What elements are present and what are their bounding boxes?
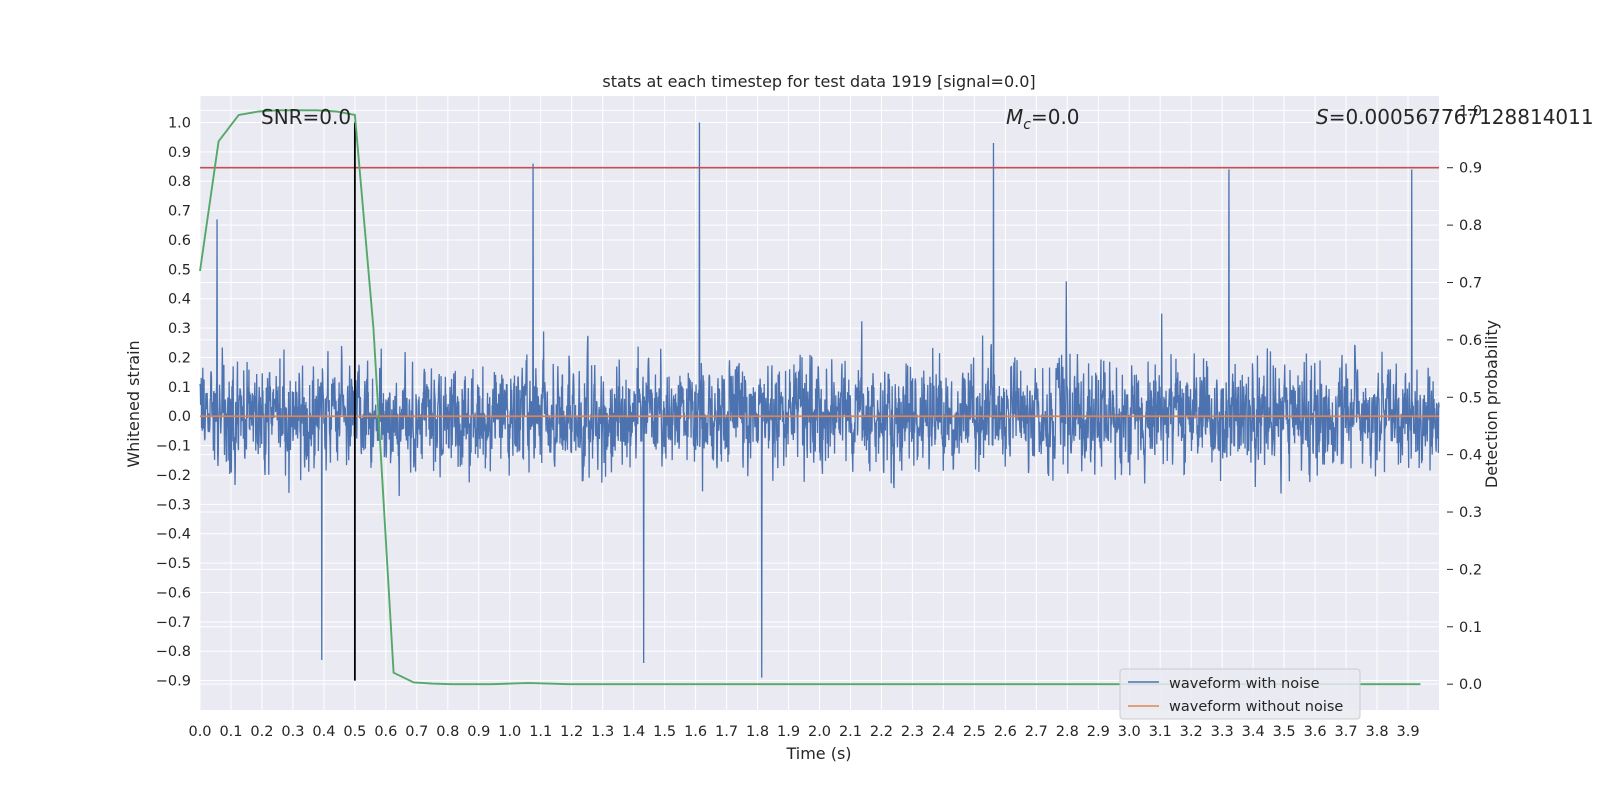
x-axis-label: Time (s): [785, 744, 851, 763]
y-tick-label: 0.7: [168, 204, 191, 220]
x-tick-label: 3.4: [1242, 724, 1265, 740]
y2-tick-label: 0.0: [1459, 677, 1482, 693]
y2-tick-label: 0.6: [1459, 333, 1482, 349]
chirp-mass-symbol: M: [1006, 105, 1023, 129]
x-tick-label: 1.6: [684, 724, 707, 740]
x-tick-label: 3.7: [1335, 724, 1358, 740]
y2-axis-ticks: 1.0 0.9 0.8 0.7 0.6 0.5 0.4 0.3 0.2 0.1 0.0: [1447, 103, 1482, 693]
x-tick-label: 3.1: [1149, 724, 1172, 740]
y-tick-label: −0.1: [156, 439, 191, 455]
x-tick-label: 2.9: [1087, 724, 1110, 740]
y2-axis-label: Detection probability: [1482, 320, 1501, 488]
s-statistic-symbol: S: [1316, 105, 1329, 129]
x-tick-label: 0.2: [250, 724, 273, 740]
y2-tick-label: 0.9: [1459, 161, 1482, 177]
x-tick-label: 2.3: [901, 724, 924, 740]
detection-probability-line: [199, 109, 1421, 686]
chirp-mass-value: =0.0: [1031, 105, 1080, 129]
y-grid-lines: [200, 121, 1439, 682]
legend-box: [1119, 668, 1361, 720]
legend: waveform with noise waveform without noi…: [1119, 668, 1361, 720]
x-tick-label: 1.4: [622, 724, 645, 740]
x-tick-label: 0.5: [343, 724, 366, 740]
x-tick-label: 3.2: [1180, 724, 1203, 740]
y2-tick-label: 0.4: [1459, 448, 1482, 464]
x-tick-label: 0.0: [188, 724, 211, 740]
x-tick-label: 1.8: [746, 724, 769, 740]
y-tick-label: 0.9: [168, 145, 191, 161]
x-tick-label: 3.3: [1211, 724, 1234, 740]
y-axis-label: Whitened strain: [124, 340, 143, 467]
y2-tick-label: 0.5: [1459, 390, 1482, 406]
y-tick-label: −0.6: [156, 585, 191, 601]
y-tick-label: 1.0: [168, 115, 191, 131]
chirp-mass-annotation: Mc=0.0: [1006, 105, 1080, 133]
y2-tick-label: 1.0: [1459, 103, 1482, 119]
y-tick-label: −0.7: [156, 615, 191, 631]
legend-label-noisy: waveform with noise: [1169, 676, 1320, 692]
x-tick-label: 2.0: [808, 724, 831, 740]
x-tick-label: 0.8: [436, 724, 459, 740]
x-tick-label: 3.5: [1273, 724, 1296, 740]
x-tick-label: 3.6: [1304, 724, 1327, 740]
y-tick-label: 0.6: [168, 233, 191, 249]
y-axis-ticks: 1.0 0.9 0.8 0.7 0.6 0.5 0.4 0.3 0.2 0.1 0.0 −0.1 −0.…: [156, 115, 191, 689]
x-tick-label: 0.4: [312, 724, 335, 740]
x-tick-label: 1.7: [715, 724, 738, 740]
x-tick-label: 3.8: [1366, 724, 1389, 740]
x-tick-label: 0.1: [219, 724, 242, 740]
x-tick-label: 2.6: [994, 724, 1017, 740]
x-tick-label: 2.5: [963, 724, 986, 740]
noisy-waveform-series: [199, 122, 1440, 678]
detection-probability-series: [199, 109, 1421, 686]
x-tick-label: 0.6: [374, 724, 397, 740]
x-tick-label: 1.9: [777, 724, 800, 740]
y-tick-label: −0.3: [156, 497, 191, 513]
s-statistic-annotation: S=0.000567767128814011: [1316, 105, 1594, 129]
y-tick-label: −0.8: [156, 644, 191, 660]
chirp-mass-subscript: c: [1023, 117, 1031, 133]
s-statistic-value: =0.000567767128814011: [1329, 105, 1594, 129]
y-tick-label: 0.2: [168, 350, 191, 366]
x-tick-label: 2.4: [932, 724, 955, 740]
legend-label-clean: waveform without noise: [1169, 699, 1343, 715]
y-tick-label: 0.4: [168, 292, 191, 308]
y-tick-label: −0.9: [156, 674, 191, 690]
y2-tick-label: 0.7: [1459, 275, 1482, 291]
y-tick-label: 0.1: [168, 380, 191, 396]
y-tick-label: 0.8: [168, 174, 191, 190]
x-tick-label: 3.9: [1396, 724, 1419, 740]
x-tick-label: 0.9: [467, 724, 490, 740]
x-tick-label: 0.7: [405, 724, 428, 740]
y-tick-label: 0.5: [168, 262, 191, 278]
y2-tick-label: 0.2: [1459, 562, 1482, 578]
x-tick-label: 1.3: [591, 724, 614, 740]
snr-annotation: SNR=0.0: [261, 105, 351, 129]
y-tick-label: −0.2: [156, 468, 191, 484]
y2-tick-label: 0.3: [1459, 505, 1482, 521]
x-tick-label: 2.1: [839, 724, 862, 740]
x-tick-label: 2.7: [1025, 724, 1048, 740]
y-tick-label: −0.5: [156, 556, 191, 572]
x-tick-label: 3.0: [1118, 724, 1141, 740]
y-tick-label: 0.3: [168, 321, 191, 337]
chart-title: stats at each timestep for test data 191…: [602, 72, 1035, 91]
x-tick-label: 0.3: [281, 724, 304, 740]
y-tick-label: −0.4: [156, 527, 191, 543]
noisy-waveform-line: [199, 122, 1440, 678]
y2-tick-label: 0.8: [1459, 218, 1482, 234]
y2-tick-label: 0.1: [1459, 620, 1482, 636]
y-tick-label: 0.0: [168, 409, 191, 425]
x-tick-label: 1.1: [529, 724, 552, 740]
x-tick-label: 1.2: [560, 724, 583, 740]
x-tick-label: 1.0: [498, 724, 521, 740]
x-axis-ticks: 0.0 0.1 0.2 0.3 0.4 0.5 0.6 0.7 0.8 0.9 1.0 1.1 1.2 1…: [188, 724, 1419, 740]
x-tick-label: 2.2: [870, 724, 893, 740]
x-tick-label: 2.8: [1056, 724, 1079, 740]
x-tick-label: 1.5: [653, 724, 676, 740]
